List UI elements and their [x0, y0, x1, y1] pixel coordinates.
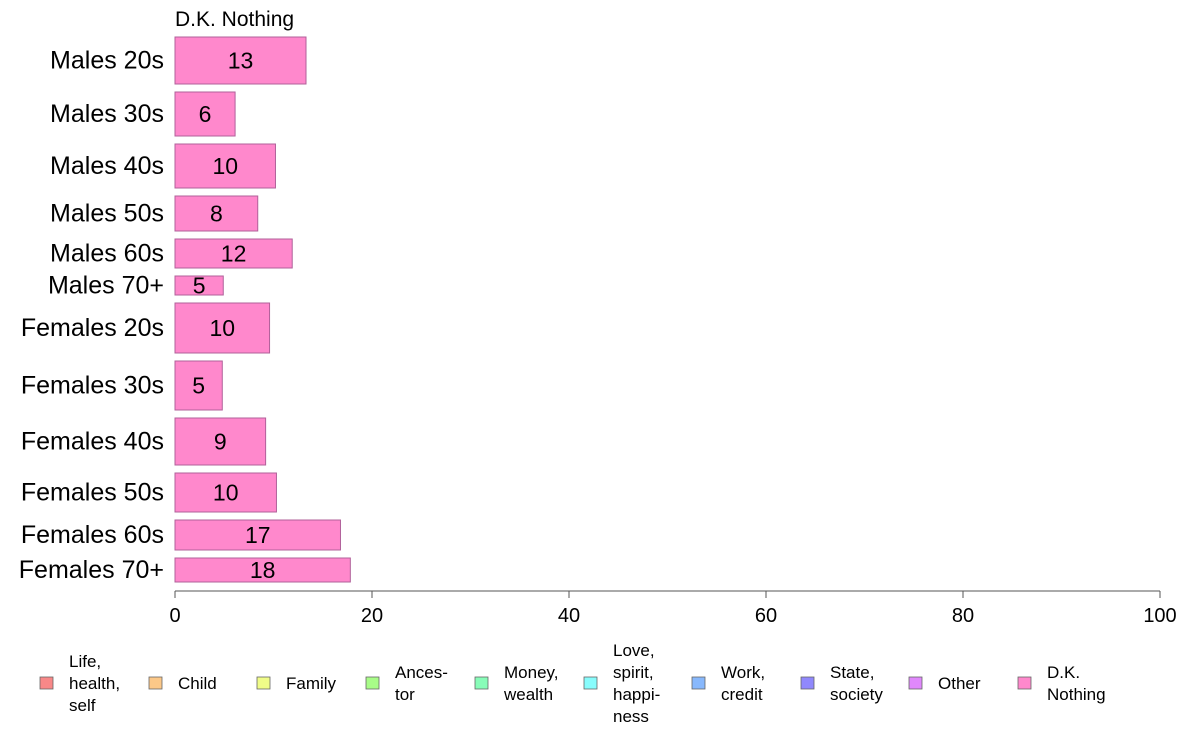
legend-label: wealth [503, 685, 553, 704]
bar-males-70 [174, 275, 224, 296]
bar-males-20s [174, 36, 307, 85]
legend: Life, health, self Child Family Ances-tor Mone… [39, 641, 1106, 726]
bar-males-40s [174, 143, 276, 189]
legend-label: Child [178, 674, 217, 693]
bar-value-label: 10 [213, 480, 239, 506]
category-label: Males 40s [50, 152, 164, 180]
x-tick-label: 100 [1143, 605, 1176, 627]
category-label: Females 50s [21, 479, 164, 507]
legend-label: health, [69, 674, 120, 693]
legend-label: Family [286, 674, 337, 693]
category-label: Males 20s [50, 47, 164, 75]
x-tick-label: 60 [755, 605, 777, 627]
category-label: Females 40s [21, 428, 164, 456]
legend-swatch-love-spirit-happi-ness [583, 676, 598, 690]
legend-label: credit [721, 685, 763, 704]
bar-value-label: 13 [228, 48, 254, 74]
legend-swatch-ances-tor [365, 676, 380, 690]
legend-swatch-money-wealth [474, 676, 489, 690]
legend-swatch-life-health-self [39, 676, 54, 690]
bar-value-label: 8 [210, 201, 223, 227]
bar-females-30s [174, 360, 223, 411]
bar-value-label: 10 [209, 315, 235, 341]
bar-females-50s [174, 472, 277, 513]
legend-label: Other [938, 674, 981, 693]
legend-label: Love, [613, 641, 655, 660]
category-label: Males 30s [50, 100, 164, 128]
legend-label: Ances- [395, 663, 448, 682]
bar-females-70 [174, 557, 351, 583]
legend-label: self [69, 696, 96, 715]
bar-value-label: 6 [199, 101, 212, 127]
legend-label: tor [395, 685, 415, 704]
bar-value-label: 9 [214, 429, 227, 455]
category-label: Males 50s [50, 200, 164, 228]
x-axis: 0 20 40 60 80 100 [169, 590, 1177, 627]
category-labels: Males 20s Males 30s Males 40s Males 50s Male… [19, 47, 164, 585]
legend-swatch-work-credit [691, 676, 706, 690]
bar-value-label: 12 [221, 241, 247, 267]
bar-males-60s [174, 238, 293, 269]
bar-value-label: 10 [212, 153, 238, 179]
legend-swatch-state-society [800, 676, 815, 690]
bar-females-40s [174, 417, 267, 466]
category-label: Males 70+ [48, 272, 164, 300]
legend-swatch-other [908, 676, 923, 690]
legend-label: State, [830, 663, 874, 682]
category-label: Females 20s [21, 314, 164, 342]
chart-title: D.K. Nothing [175, 8, 294, 31]
bar-value-label: 17 [245, 522, 271, 548]
category-label: Females 30s [21, 372, 164, 400]
legend-label: Life, [69, 652, 101, 671]
bar-males-50s [174, 195, 259, 232]
legend-label: Nothing [1047, 685, 1106, 704]
x-tick-label: 40 [558, 605, 580, 627]
legend-swatch-d-k-nothing [1017, 676, 1032, 690]
category-label: Females 70+ [19, 556, 164, 584]
x-tick-label: 80 [952, 605, 974, 627]
legend-label: spirit, [613, 663, 654, 682]
bar-value-label: 18 [250, 557, 276, 583]
bar-males-30s [174, 91, 236, 137]
bar-value-label: 5 [193, 273, 206, 299]
x-tick-label: 20 [361, 605, 383, 627]
bar-females-60s [174, 519, 341, 551]
legend-label: ness [613, 707, 649, 726]
bar-value-label: 5 [192, 373, 205, 399]
legend-swatch-child [148, 676, 163, 690]
bar-females-20s [174, 302, 271, 354]
category-label: Males 60s [50, 240, 164, 268]
legend-swatch-family [256, 676, 271, 690]
legend-label: Work, [721, 663, 765, 682]
legend-label: D.K. [1047, 663, 1080, 682]
legend-label: Money, [504, 663, 559, 682]
category-label: Females 60s [21, 521, 164, 549]
legend-label: society [830, 685, 883, 704]
x-tick-label: 0 [169, 605, 180, 627]
legend-label: happi- [613, 685, 660, 704]
